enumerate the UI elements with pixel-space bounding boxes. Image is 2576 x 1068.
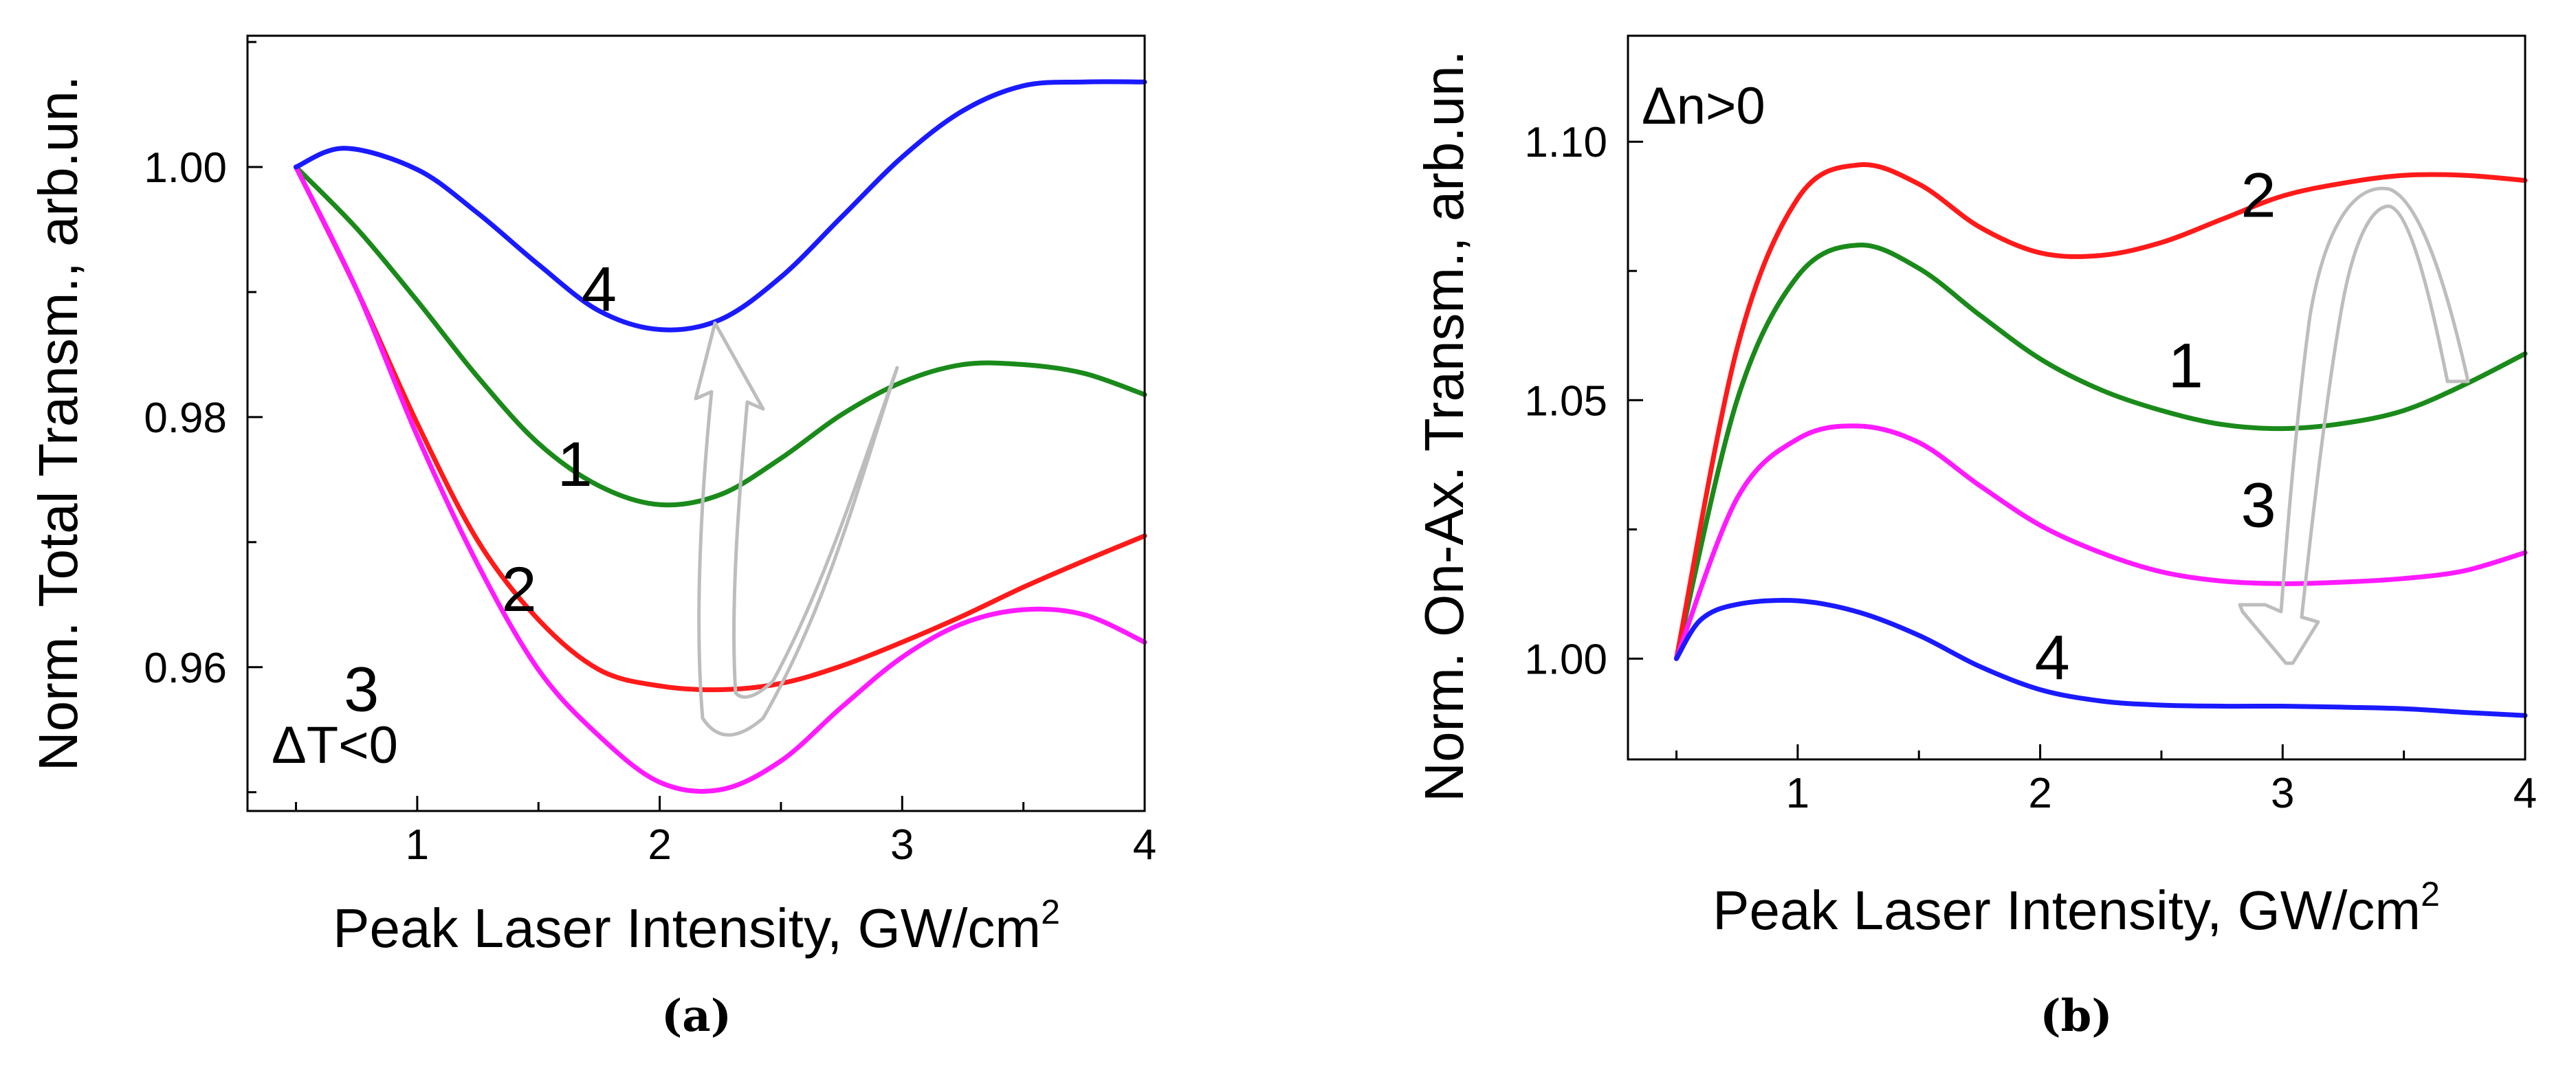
panel-b-curve-labels: 1 2 3 4 [2035,160,2276,693]
series-3-line [1674,423,2528,661]
panel-a-ticks: 1 2 3 40.960.981.00 [144,41,1156,869]
series-3-line [294,164,1147,794]
y-tick-label: 0.98 [144,394,227,442]
x-tick-label: 1 [1786,770,1809,817]
x-tick-label: 4 [2513,770,2537,817]
curve-label-4: 4 [582,254,617,324]
panel-b-series [1674,162,2528,718]
curve-label-2: 2 [501,555,536,625]
panel-b-plot-frame [1627,34,2527,761]
panel-a-caption: (a) [661,990,731,1042]
panel-b-caption: (b) [2040,990,2112,1042]
x-tick-label: 1 [406,821,429,869]
x-tick-label: 4 [1133,821,1156,869]
panel-b-y-axis-label: Norm. On-Ax. Transm., arb.un. [1413,50,1475,802]
panel-b-x-axis-label: Peak Laser Intensity, GW/cm2 [1713,875,2440,941]
series-2-line [1674,162,2528,661]
x-tick-label: 3 [2271,770,2294,817]
y-tick-label: 0.96 [144,645,227,692]
chart-panel-b: 1 2 3 4 1.00 1.05 1.10 1 2 3 4 Δn>0 Peak Laser In… [1413,34,2537,1042]
panel-a-curve-labels: 12 3 4 [344,254,617,724]
curve-label-2: 2 [2241,160,2276,230]
panel-b-ticks: 1 2 3 4 1.00 1.05 1.10 [1524,119,2537,817]
y-tick-label: 1.00 [1524,636,1607,683]
curve-label-3: 3 [344,654,379,724]
curve-label-3: 3 [2241,471,2276,541]
panel-b-annotation: Δn>0 [1642,77,1765,135]
y-tick-label: 1.05 [1524,377,1607,425]
curve-label-1: 1 [2168,331,2203,401]
series-1-line [294,164,1147,508]
panel-a-y-axis-label: Norm. Total Transm., arb.un. [27,76,89,771]
series-4-line [1674,597,2528,718]
x-tick-label: 3 [890,821,914,869]
panel-a-annotation: ΔT<0 [272,716,398,775]
panel-a-trend-arrow [694,321,899,737]
y-tick-label: 1.10 [1524,119,1607,166]
series-1-line [1674,243,2528,661]
x-tick-label: 2 [648,821,671,869]
y-tick-label: 1.00 [144,144,227,192]
series-4-line [294,79,1147,333]
curve-label-1: 1 [558,430,593,500]
panel-a-x-axis-label: Peak Laser Intensity, GW/cm2 [333,893,1060,959]
panel-a-series [294,79,1147,794]
series-2-line [294,164,1147,693]
curve-label-4: 4 [2035,623,2070,693]
panel-b-trend-arrow [2238,186,2470,665]
panel-a-plot-frame [246,34,1146,812]
x-tick-label: 2 [2028,770,2051,817]
